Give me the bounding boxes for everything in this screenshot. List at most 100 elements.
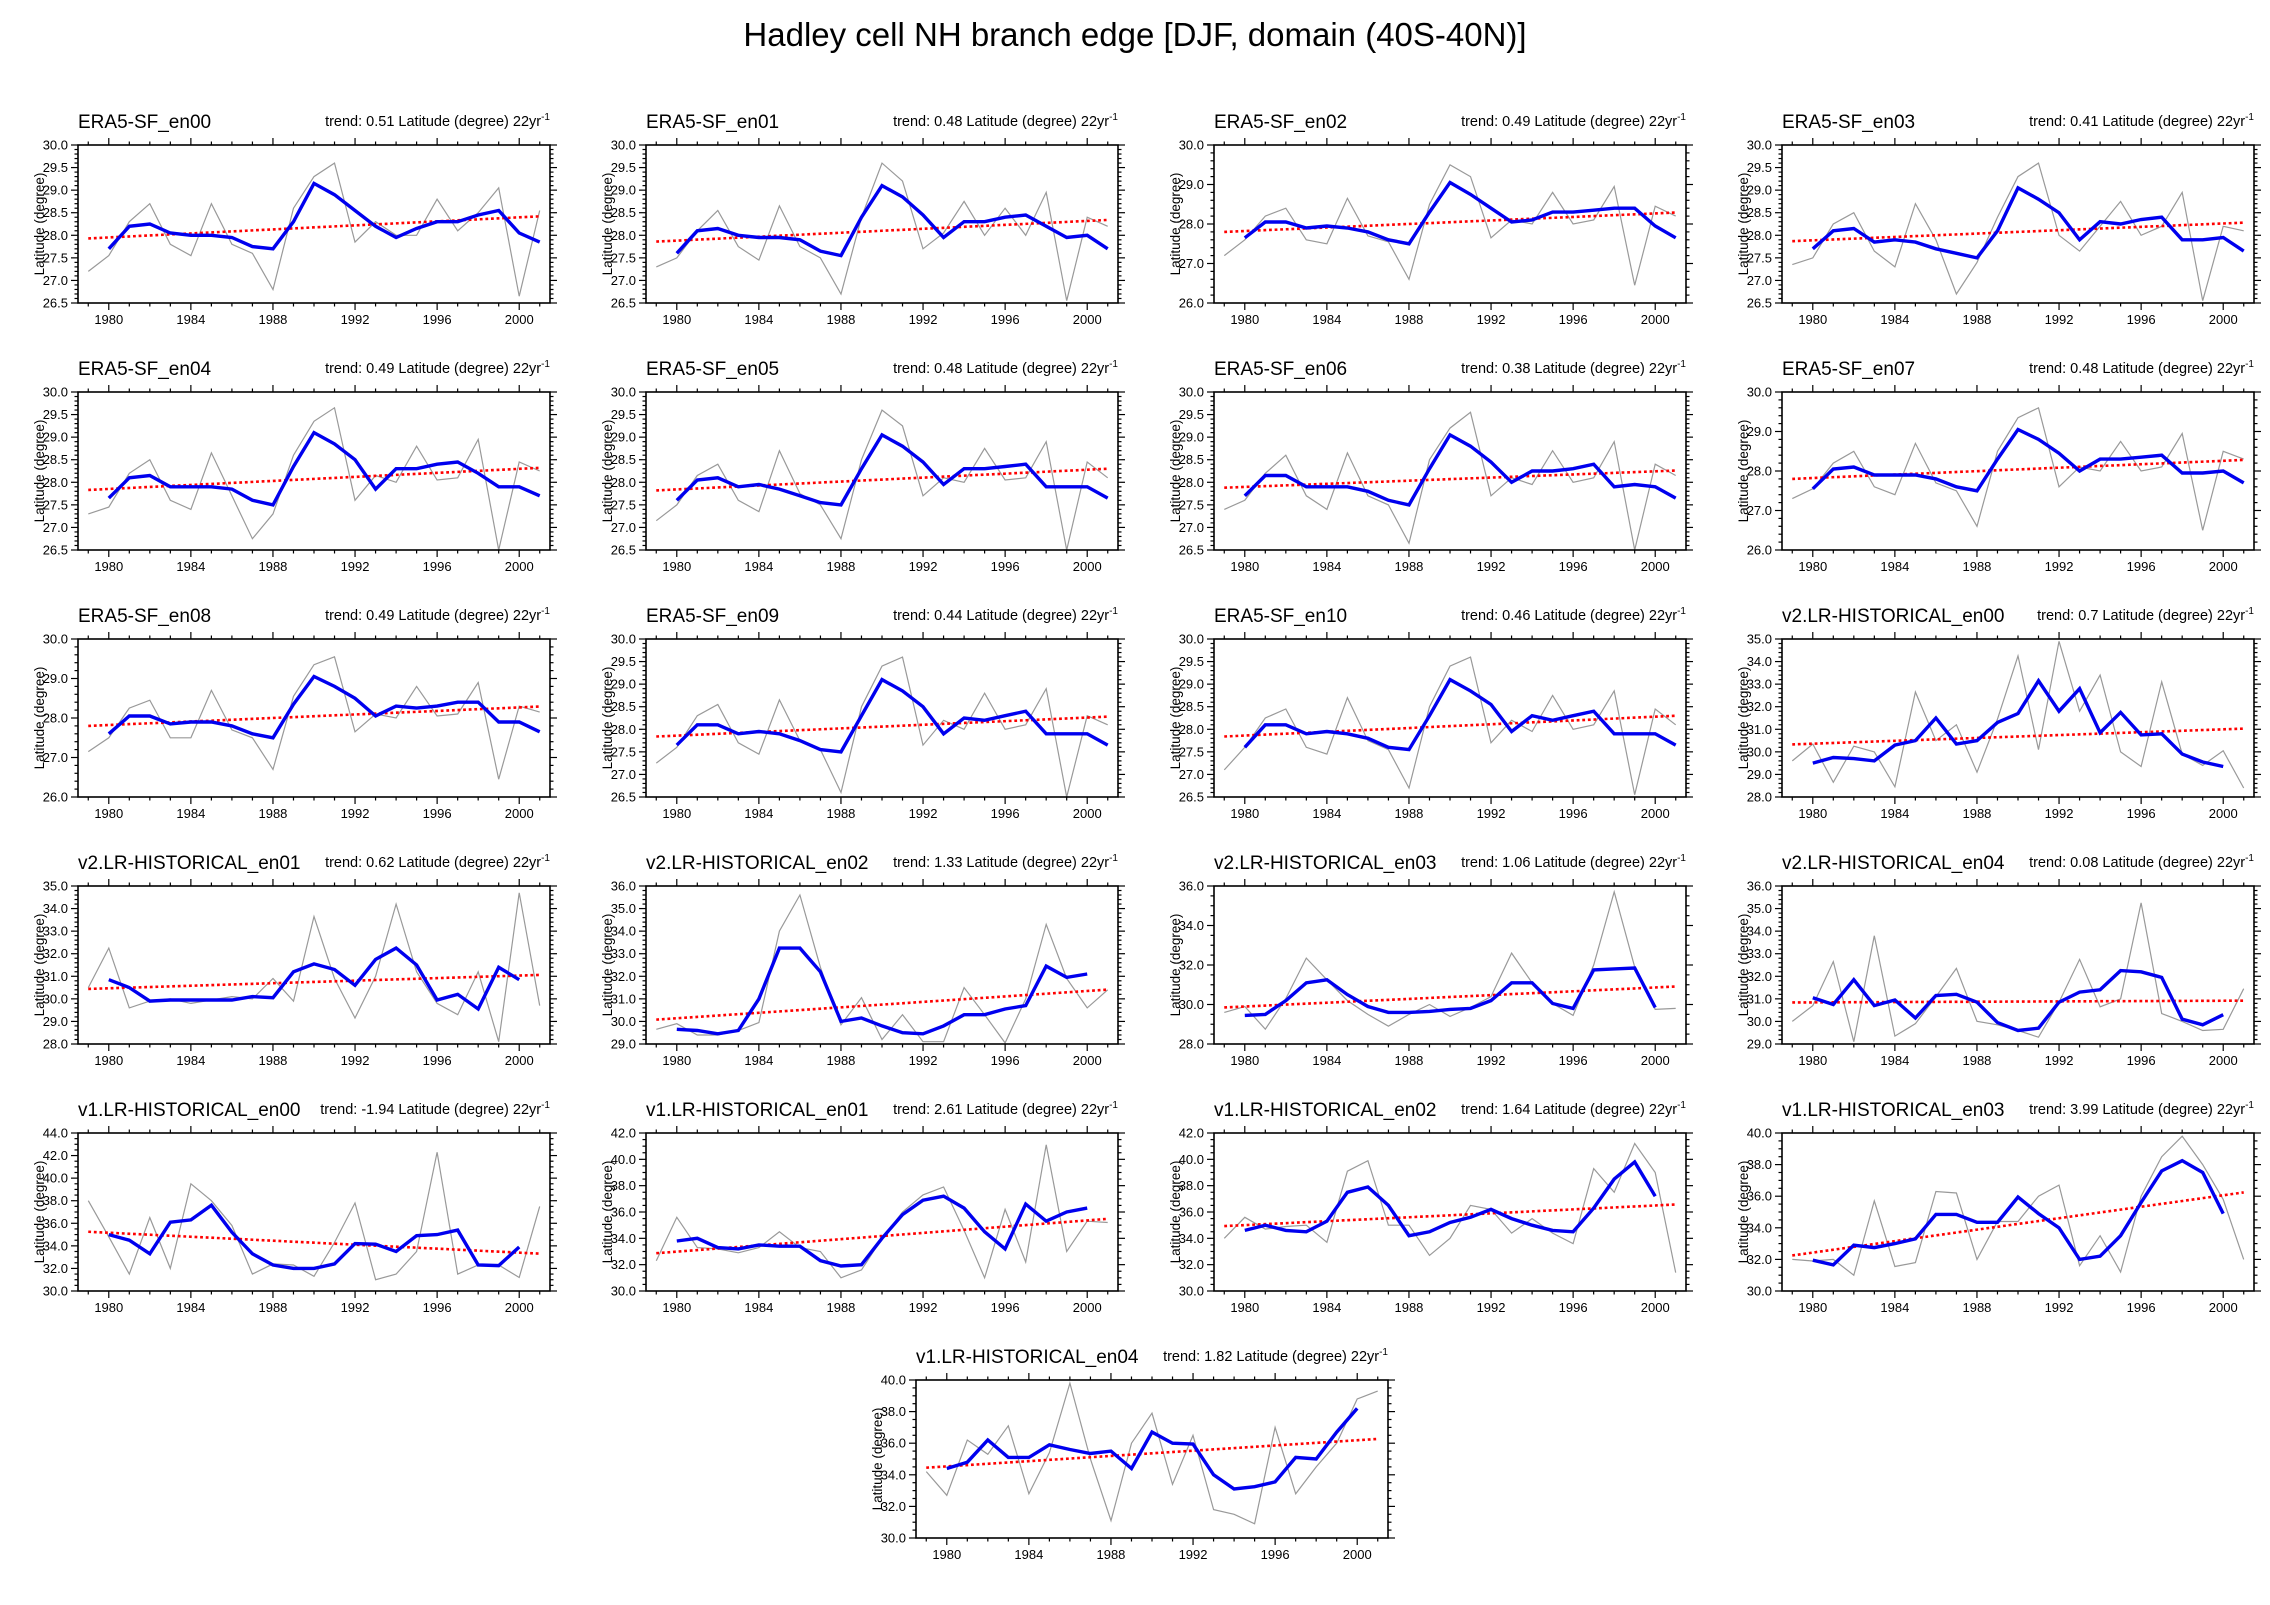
y-tick-label: 32.0 [1747, 699, 1772, 714]
y-tick-label: 30.0 [43, 632, 68, 647]
plot-border [1213, 1132, 1687, 1292]
trend-line [656, 218, 1108, 243]
y-tick-label: 34.0 [1179, 918, 1204, 933]
y-tick-label: 27.0 [43, 273, 68, 288]
trend-line [1792, 999, 2244, 1004]
y-tick-label: 27.5 [1747, 250, 1772, 265]
x-tick-label: 2000 [505, 559, 534, 574]
y-tick-label: 29.0 [43, 1014, 68, 1029]
panel-ERA5-SF_en00: ERA5-SF_en00 trend: 0.51 Latitude (degree… [30, 95, 598, 342]
trend-label: trend: 0.41 Latitude (degree) 22yr-1 [2029, 112, 2254, 130]
panel-ERA5-SF_en07: ERA5-SF_en07 trend: 0.48 Latitude (degree… [1734, 342, 2270, 589]
trend-line [1224, 985, 1676, 1009]
y-tick-label: 32.0 [1747, 1252, 1772, 1267]
x-tick-label: 1992 [341, 1300, 370, 1315]
plot-border [1781, 391, 2255, 551]
x-tick-label: 1984 [1312, 1053, 1341, 1068]
chart-svg: v2.LR-HISTORICAL_en01 trend: 0.62 Latitud… [32, 853, 557, 1068]
y-tick-label: 36.0 [1747, 1189, 1772, 1204]
x-tick-label: 1992 [341, 312, 370, 327]
y-tick-label: 34.0 [1747, 654, 1772, 669]
panel-ERA5-SF_en04: ERA5-SF_en04 trend: 0.49 Latitude (degree… [30, 342, 598, 589]
x-tick-label: 1980 [1230, 1300, 1259, 1315]
raw-series-line [925, 1380, 1378, 1525]
y-tick-label: 29.0 [1179, 430, 1204, 445]
axis-ticks [71, 1126, 557, 1298]
x-tick-label: 1996 [2127, 559, 2156, 574]
y-tick-label: 29.5 [611, 407, 636, 422]
y-tick-label: 36.0 [611, 879, 636, 894]
y-tick-label: 26.0 [1179, 296, 1204, 311]
y-tick-label: 27.5 [611, 497, 636, 512]
chart-svg: ERA5-SF_en00 trend: 0.51 Latitude (degree… [32, 112, 557, 327]
y-tick-label: 27.0 [611, 767, 636, 782]
trend-line [88, 973, 540, 991]
panel-v2.LR-HISTORICAL_en03: v2.LR-HISTORICAL_en03 trend: 1.06 Latitud… [1166, 836, 1734, 1083]
y-tick-label: 27.5 [611, 250, 636, 265]
y-tick-label: 29.0 [611, 183, 636, 198]
y-tick-label: 40.0 [881, 1373, 906, 1388]
page-title: Hadley cell NH branch edge [DJF, domain … [743, 16, 1527, 53]
y-tick-label: 32.0 [611, 1257, 636, 1272]
x-tick-label: 1980 [1230, 559, 1259, 574]
x-tick-label: 2000 [1073, 806, 1102, 821]
y-axis-label: Latitude (degree) [1736, 667, 1751, 770]
y-tick-label: 30.0 [1179, 997, 1204, 1012]
panel-title: v2.LR-HISTORICAL_en01 [78, 853, 300, 874]
y-tick-label: 28.0 [1747, 464, 1772, 479]
x-tick-label: 1980 [932, 1547, 961, 1562]
x-tick-label: 1984 [176, 806, 205, 821]
y-tick-label: 30.0 [43, 1284, 68, 1299]
y-tick-label: 30.0 [43, 991, 68, 1006]
x-tick-label: 1984 [1014, 1547, 1043, 1562]
axis-ticks [1775, 1126, 2261, 1298]
y-axis-label: Latitude (degree) [600, 1161, 615, 1264]
x-tick-label: 1980 [1230, 312, 1259, 327]
y-tick-label: 28.5 [43, 452, 68, 467]
x-tick-label: 1992 [2045, 312, 2074, 327]
plot-border [77, 391, 551, 551]
x-tick-label: 1996 [423, 1300, 452, 1315]
y-tick-label: 28.5 [43, 205, 68, 220]
y-tick-label: 29.0 [1179, 677, 1204, 692]
x-tick-label: 1984 [176, 1053, 205, 1068]
x-tick-label: 1992 [909, 1300, 938, 1315]
x-tick-label: 1980 [94, 559, 123, 574]
x-tick-label: 1980 [94, 1300, 123, 1315]
x-tick-label: 1996 [423, 312, 452, 327]
x-tick-label: 1980 [1798, 806, 1827, 821]
y-tick-label: 36.0 [1179, 879, 1204, 894]
x-tick-label: 1996 [991, 1300, 1020, 1315]
x-tick-label: 2000 [1641, 559, 1670, 574]
panel-title: v2.LR-HISTORICAL_en03 [1214, 853, 1436, 874]
plot-border [645, 1132, 1119, 1292]
y-tick-label: 30.0 [1747, 744, 1772, 759]
smoothed-series-line [108, 1202, 521, 1271]
chart-svg: v2.LR-HISTORICAL_en04 trend: 0.08 Latitud… [1736, 853, 2261, 1068]
y-tick-label: 34.0 [611, 924, 636, 939]
y-tick-label: 30.0 [1179, 385, 1204, 400]
x-tick-label: 1984 [744, 1300, 773, 1315]
x-tick-label: 1984 [1880, 312, 1909, 327]
plot-border [77, 1132, 551, 1292]
y-tick-label: 28.0 [43, 1037, 68, 1052]
y-tick-label: 36.0 [43, 1216, 68, 1231]
x-tick-label: 1984 [1312, 806, 1341, 821]
y-tick-label: 29.0 [1747, 424, 1772, 439]
x-tick-label: 1984 [744, 1053, 773, 1068]
raw-series-line [87, 892, 541, 1042]
x-tick-label: 1984 [1880, 1053, 1909, 1068]
y-tick-label: 35.0 [611, 901, 636, 916]
y-tick-label: 27.0 [611, 520, 636, 535]
smoothed-series-line [107, 674, 541, 740]
trend-line [88, 705, 540, 728]
y-tick-label: 26.0 [1747, 543, 1772, 558]
x-tick-label: 1984 [1312, 559, 1341, 574]
panel-v2.LR-HISTORICAL_en02: v2.LR-HISTORICAL_en02 trend: 1.33 Latitud… [598, 836, 1166, 1083]
panel-title: ERA5-SF_en04 [78, 359, 212, 380]
x-tick-label: 2000 [1073, 1300, 1102, 1315]
panel-ERA5-SF_en02: ERA5-SF_en02 trend: 0.49 Latitude (degree… [1166, 95, 1734, 342]
x-tick-label: 1992 [2045, 559, 2074, 574]
x-tick-label: 1992 [909, 1053, 938, 1068]
raw-series-line [1224, 889, 1676, 1031]
